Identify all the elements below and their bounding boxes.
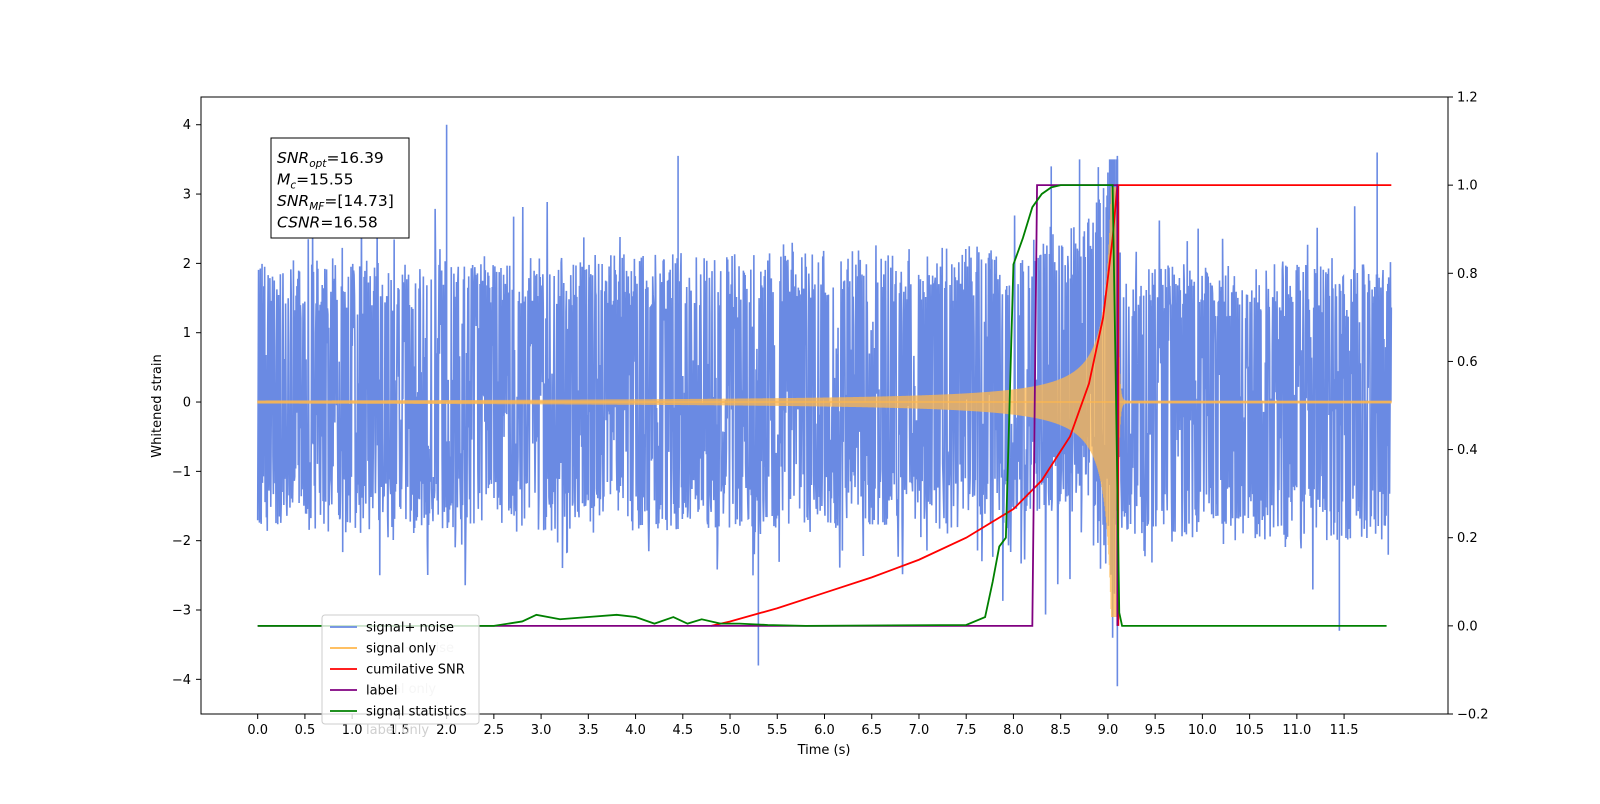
legend-label: cumilative SNR [366, 663, 465, 678]
series-signal-statistics [257, 184, 1387, 627]
legend-label: label [366, 684, 397, 699]
x-tick-label: 0.0 [247, 723, 268, 738]
x-tick-label: 3.5 [578, 723, 599, 738]
y2-tick-label: 0.6 [1457, 355, 1478, 370]
x-axis: 0.0 0.5 1.0 1.5 2.0 2.5 3.0 3.5 4.0 4.5 5.0 5.5 6.0 6… [247, 714, 1359, 738]
y-tick-label: −2 [172, 534, 191, 549]
x-tick-label: 5.5 [767, 723, 788, 738]
y2-tick-label: 0.8 [1457, 267, 1478, 282]
x-axis-title: Time (s) [797, 743, 851, 758]
legend-label: signal+ noise [366, 621, 454, 636]
x-tick-label: 7.0 [909, 723, 930, 738]
legend-frame [321, 614, 480, 725]
annotation-line: SNRMF=[14.73] [277, 192, 394, 213]
x-tick-label: 8.0 [1003, 723, 1024, 738]
annotation-box: SNRopt=16.39Mc=15.55SNRMF=[14.73]CSNR=16… [270, 137, 410, 239]
x-tick-label: 10.5 [1235, 723, 1264, 738]
legend-ghost-text: label only [366, 723, 429, 738]
x-tick-label: 7.5 [956, 723, 977, 738]
x-tick-label: 1.0 [342, 723, 363, 738]
x-tick-label: 4.0 [625, 723, 646, 738]
y-tick-label: 0 [183, 396, 191, 411]
x-tick-label: 9.5 [1145, 723, 1166, 738]
x-tick-label: 4.5 [672, 723, 693, 738]
annotation-line: Mc=15.55 [277, 171, 354, 192]
x-tick-label: 6.0 [814, 723, 835, 738]
y-axis-title: Whitened strain [150, 354, 165, 457]
y-tick-label: −4 [172, 673, 191, 688]
y2-tick-label: 0.4 [1457, 443, 1478, 458]
y-axis-left: −4 −3 −2 −1 0 1 2 3 4 [172, 118, 201, 688]
x-tick-label: 5.0 [720, 723, 741, 738]
y-tick-label: −3 [172, 604, 191, 619]
y-tick-label: 3 [183, 188, 191, 203]
y2-tick-label: −0.2 [1457, 708, 1489, 723]
x-tick-label: 2.5 [484, 723, 505, 738]
legend: signal+ noise signal only label only signal… [321, 614, 480, 738]
x-tick-label: 11.5 [1330, 723, 1359, 738]
x-tick-label: 10.0 [1188, 723, 1217, 738]
x-tick-label: 3.0 [531, 723, 552, 738]
legend-label: signal only [366, 642, 436, 657]
annotation-line: SNRopt=16.39 [277, 149, 384, 170]
y2-tick-label: 1.0 [1457, 179, 1478, 194]
series-layer [256, 124, 1393, 687]
x-tick-label: 1.5 [389, 723, 410, 738]
y-axis-right: −0.2 0.0 0.2 0.4 0.6 0.8 1.0 1.2 [1448, 91, 1489, 723]
annotation-line: CSNR=16.58 [277, 214, 378, 232]
x-tick-label: 8.5 [1050, 723, 1071, 738]
y2-tick-label: 0.2 [1457, 531, 1478, 546]
y2-tick-label: 1.2 [1457, 91, 1478, 106]
x-tick-label: 6.5 [861, 723, 882, 738]
y-tick-label: 4 [183, 118, 191, 133]
y-tick-label: 1 [183, 326, 191, 341]
x-tick-label: 9.0 [1098, 723, 1119, 738]
annotation-frame [270, 137, 410, 239]
y-tick-label: 2 [183, 257, 191, 272]
x-tick-label: 11.0 [1282, 723, 1311, 738]
y2-tick-label: 0.0 [1457, 619, 1478, 634]
y-tick-label: −1 [172, 465, 191, 480]
x-tick-label: 2.0 [436, 723, 457, 738]
x-tick-label: 0.5 [295, 723, 316, 738]
legend-label: signal statistics [366, 705, 467, 720]
